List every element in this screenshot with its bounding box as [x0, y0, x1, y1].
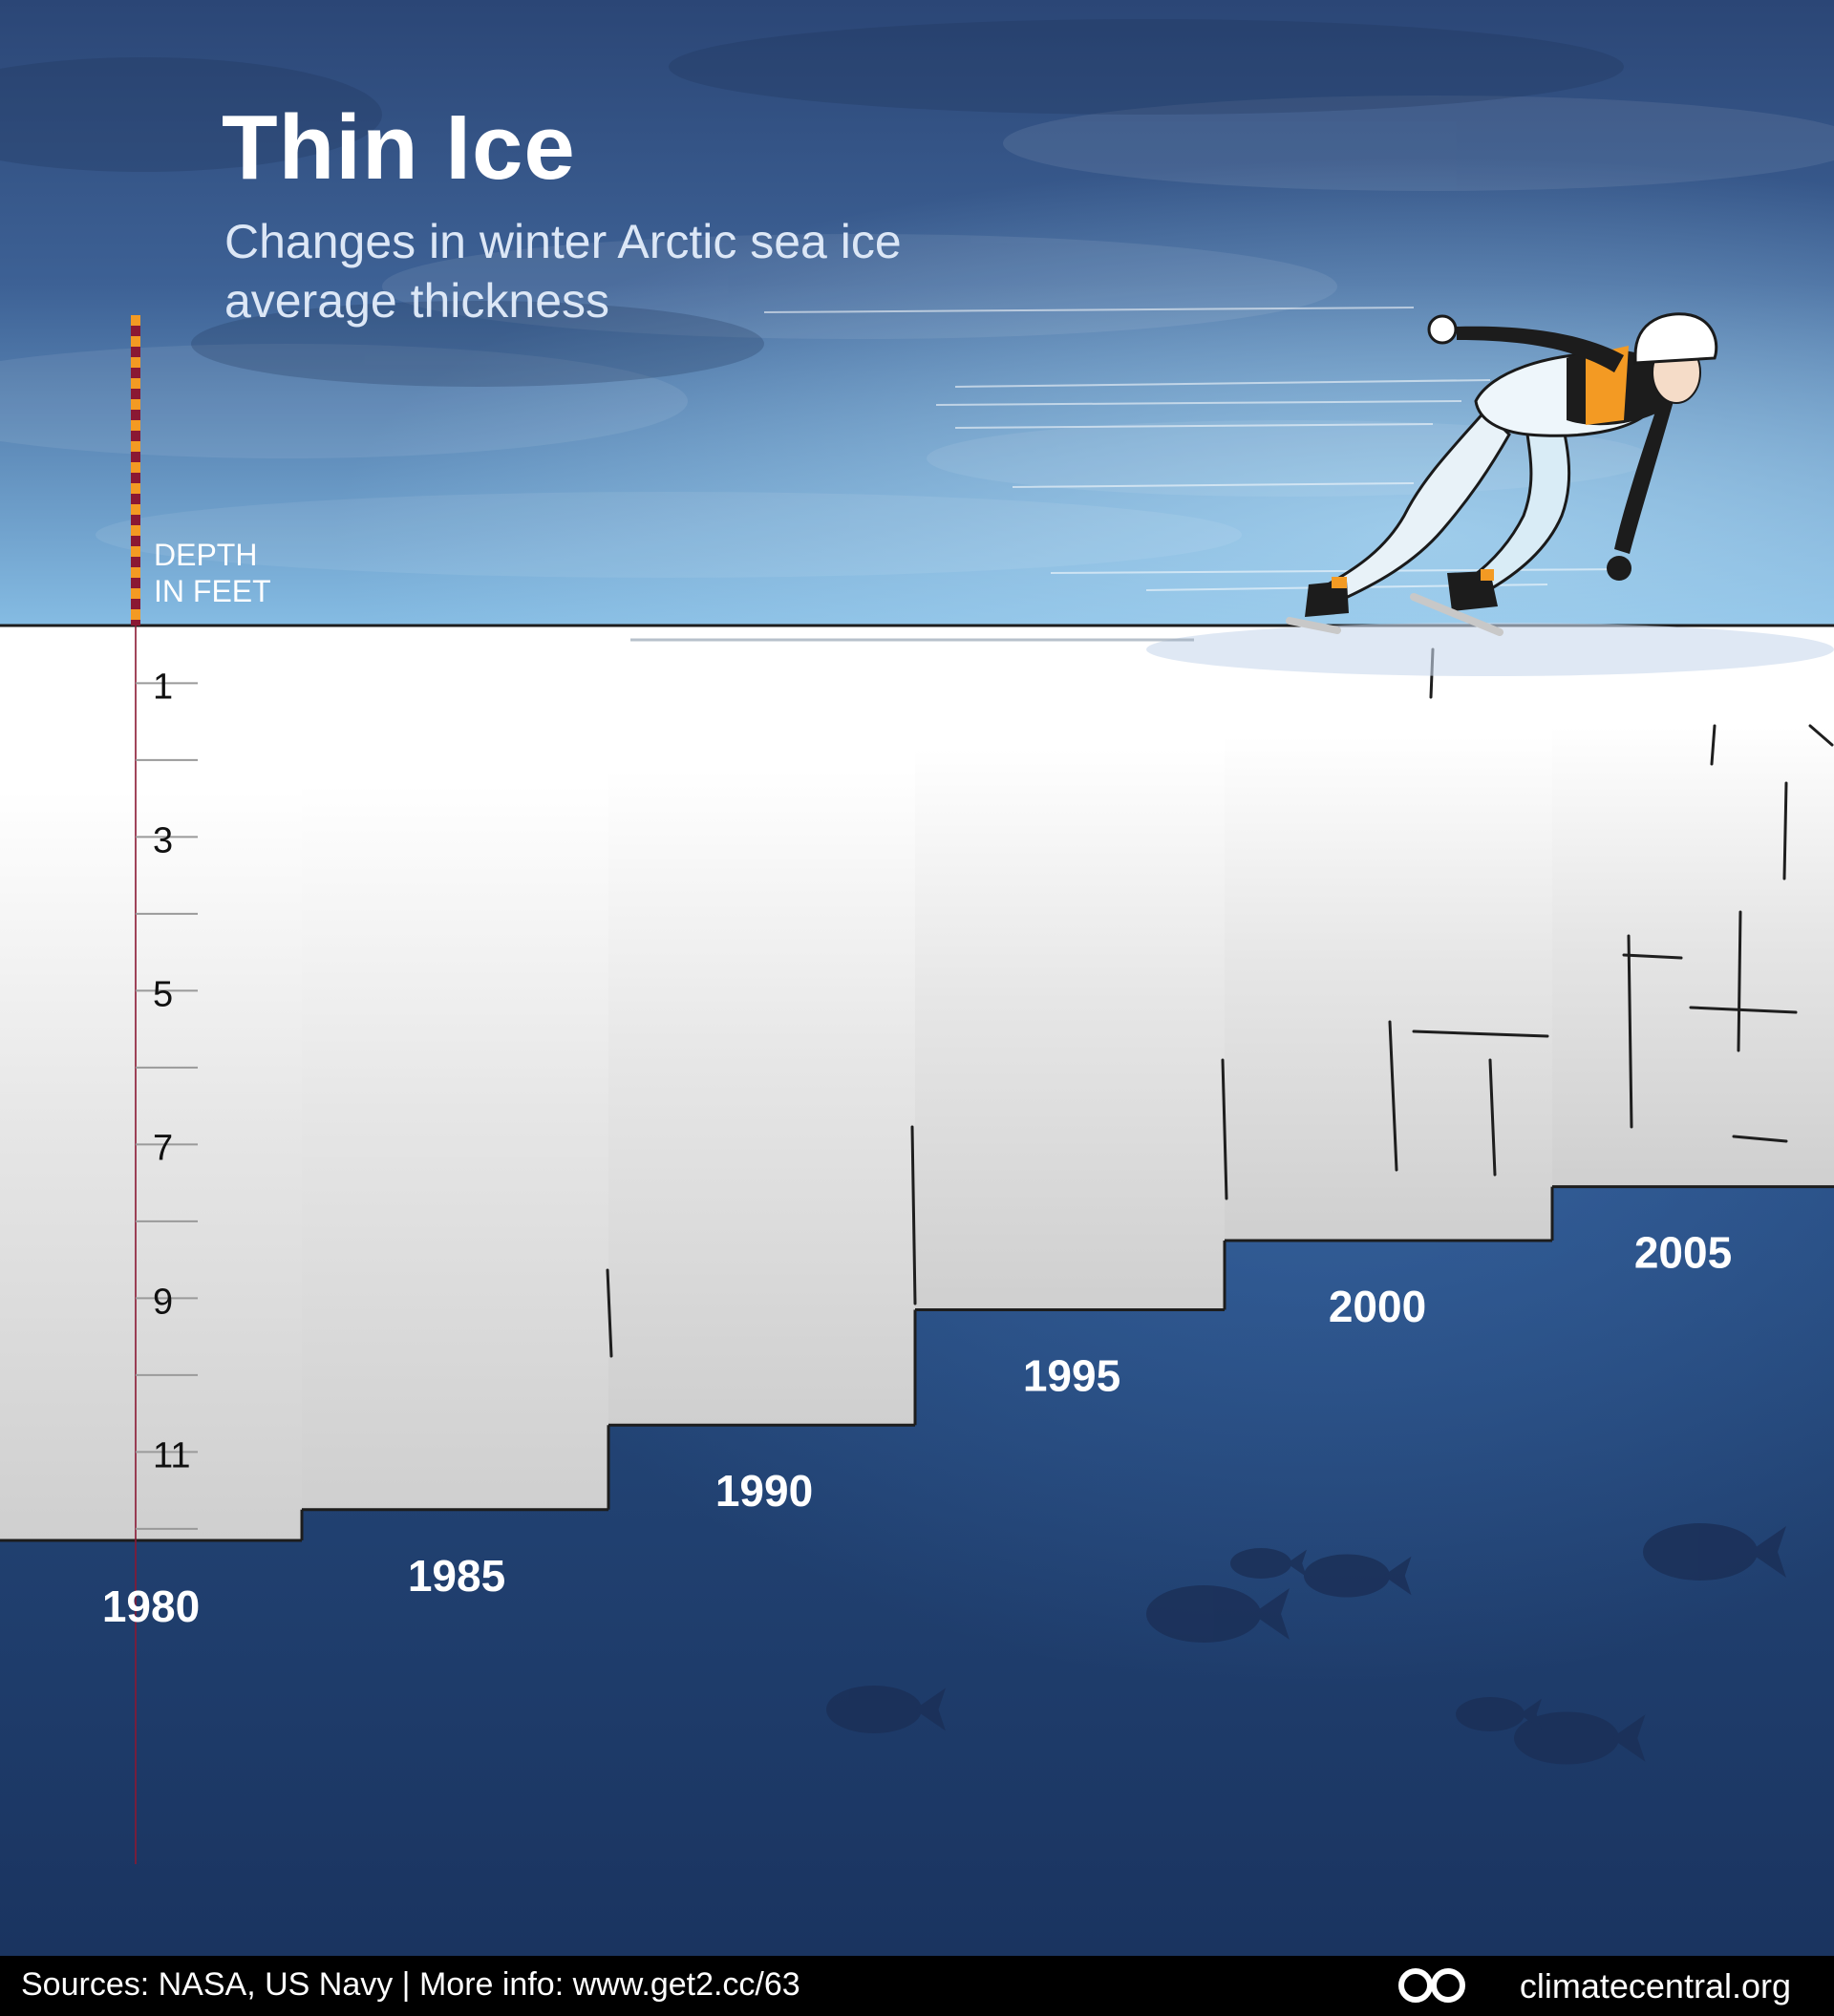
footer-logo-text: climatecentral.org — [1519, 1966, 1791, 2005]
ice-crack — [1732, 1135, 1788, 1143]
clouds-dark — [0, 19, 1624, 387]
year-label-1985: 1985 — [408, 1551, 505, 1601]
ice-crack — [1622, 953, 1683, 960]
year-label-1995: 1995 — [1023, 1350, 1120, 1400]
fish-silhouette — [1514, 1711, 1646, 1765]
fish-silhouette — [1456, 1697, 1542, 1731]
ice-crack — [1710, 724, 1717, 766]
depth-tick-label: 1 — [153, 667, 173, 707]
ice-crack — [1627, 934, 1633, 1129]
year-label-1980: 1980 — [102, 1581, 200, 1631]
depth-tick-label: 7 — [153, 1128, 173, 1168]
ice-bar-1995 — [915, 626, 1225, 1310]
depth-tick-label: 9 — [153, 1282, 173, 1322]
year-labels: 1980 1985 1990 1995 2000 2005 — [102, 1228, 1732, 1631]
ice-cracks — [606, 647, 1834, 1358]
fish-silhouette — [1643, 1523, 1786, 1581]
chart-title: Thin Ice — [222, 96, 576, 199]
depth-ruler: 1 3 5 7 9 11 — [131, 315, 198, 1864]
footer-bar: Sources: NASA, US Navy | More info: www.… — [0, 1956, 1834, 2016]
ice-bar-1990 — [608, 626, 915, 1426]
ice-bar-1985 — [302, 626, 608, 1510]
ice-bar-2000 — [1225, 626, 1552, 1241]
fish-silhouette — [1146, 1585, 1290, 1643]
depth-tick-label: 3 — [153, 820, 173, 860]
ice-crack — [1412, 1029, 1549, 1038]
depth-ruler-stripe — [131, 315, 140, 626]
climate-central-logo-icon — [1398, 1968, 1465, 2003]
ice-bar-1980 — [0, 626, 302, 1540]
fish-silhouette — [1304, 1554, 1412, 1598]
fish-silhouette — [826, 1686, 946, 1733]
ice-bar-2005 — [1552, 626, 1834, 1187]
ice-bars — [0, 626, 1834, 1542]
y-axis-label-line1: DEPTH — [154, 538, 258, 572]
ice-crack — [1737, 910, 1742, 1052]
fish-silhouette — [1230, 1548, 1307, 1579]
depth-tick-label: 11 — [153, 1435, 190, 1475]
year-label-2005: 2005 — [1634, 1228, 1732, 1278]
chart-subtitle: Changes in winter Arctic sea ice average… — [224, 215, 902, 328]
ice-crack — [1388, 1020, 1398, 1172]
ice-crack — [910, 1125, 917, 1305]
ice-crack — [1808, 724, 1834, 747]
year-label-1990: 1990 — [715, 1466, 813, 1516]
year-label-2000: 2000 — [1329, 1282, 1426, 1331]
ice-crack — [1221, 1058, 1228, 1200]
ice-crack — [1782, 781, 1788, 881]
y-axis-label: DEPTH IN FEET — [154, 537, 326, 609]
ice-crack — [1488, 1058, 1497, 1177]
ice-crack — [1689, 1006, 1798, 1014]
speed-skater-illustration — [630, 307, 1834, 676]
y-axis-label-line2: IN FEET — [154, 574, 271, 608]
fish-silhouettes — [826, 1523, 1786, 1765]
footer-sources: Sources: NASA, US Navy | More info: www.… — [21, 1966, 800, 2003]
depth-tick-label: 5 — [153, 974, 173, 1014]
ice-crack — [606, 1268, 613, 1358]
